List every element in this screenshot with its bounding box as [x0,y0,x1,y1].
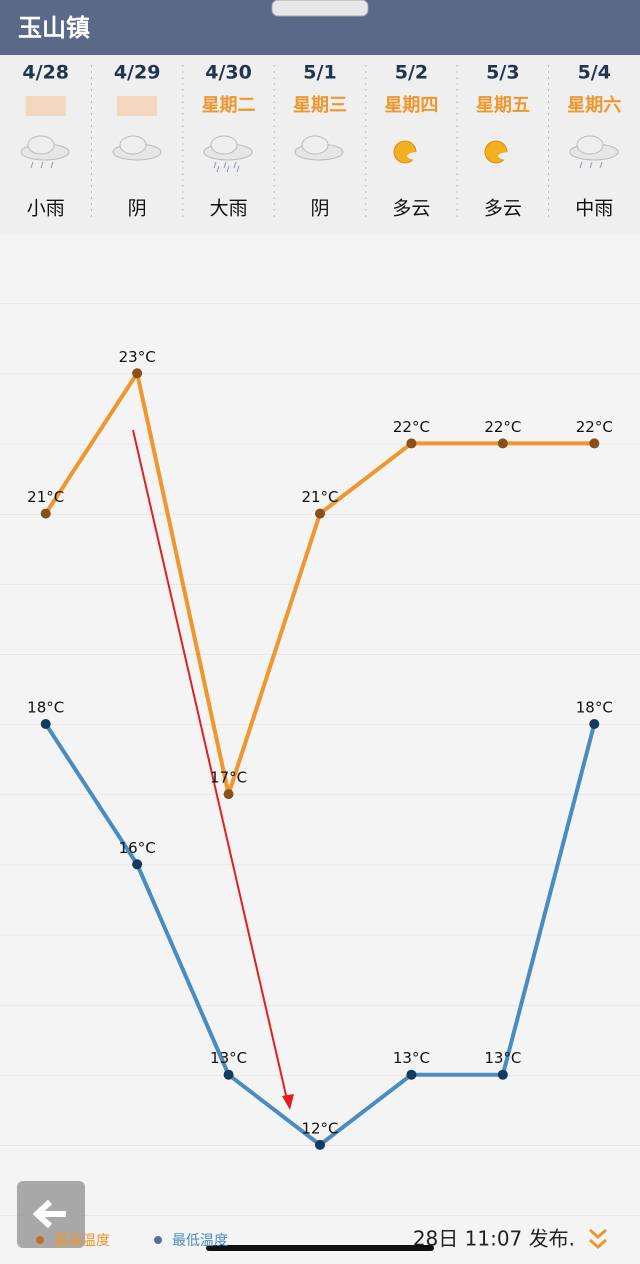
date: 4/29 [114,62,161,84]
condition: 多云 [484,198,522,220]
temp-label: 16°C [119,839,156,857]
date: 5/4 [578,62,611,84]
temp-label: 13°C [393,1049,430,1067]
publish-time: 28日 11:07 发布. [413,1227,575,1251]
temp-label: 21°C [27,488,64,506]
legend-label: 最高温度 [54,1232,110,1249]
expand-chevron[interactable] [589,1228,607,1249]
weekday: 星期五 [476,95,530,116]
chart: 21°C 23°C 17°C 21°C 22°C 22°C 22°C 18°C 16°C 13°C… [27,348,613,1150]
blurred-weekday [25,96,66,116]
temp-point [406,438,417,449]
weekday: 星期四 [384,95,438,116]
temp-label: 13°C [210,1049,247,1067]
condition: 小雨 [27,198,65,220]
weekday: 星期二 [202,95,256,116]
city-title: 玉山镇 [18,14,90,42]
legend-label: 最低温度 [172,1233,228,1249]
date: 5/2 [395,62,428,84]
legend-dot [36,1236,44,1244]
condition: 阴 [310,198,329,220]
temp-point [315,508,325,519]
temp-label: 22°C [576,418,613,436]
temp-label: 18°C [27,699,64,717]
condition: 中雨 [575,198,613,220]
weekday: 星期三 [293,95,347,116]
temp-point [406,1069,417,1080]
temp-point [589,719,600,729]
temp-point [497,438,508,449]
annotation-arrow [132,429,289,1105]
condition: 阴 [128,198,147,220]
temp-label: 23°C [119,348,156,366]
temp-label: 22°C [393,418,430,436]
date: 4/28 [22,62,69,84]
temp-point [589,438,600,449]
condition: 多云 [392,198,430,220]
blurred-weekday [117,96,158,116]
temp-label: 17°C [210,769,247,787]
temp-label: 12°C [301,1119,338,1137]
temp-point [40,719,51,729]
temp-point [40,508,51,519]
date: 4/30 [205,62,252,84]
date: 5/3 [486,62,519,84]
back-arrow [32,1199,66,1229]
legend-dot [154,1236,162,1244]
condition: 大雨 [210,198,248,220]
home-indicator [206,1245,434,1251]
temp-point [223,1069,234,1080]
temp-point [315,1139,325,1150]
arrow-head [282,1094,294,1110]
weekday: 星期六 [567,94,621,116]
temp-point [132,859,143,870]
temp-point [132,368,143,379]
date: 5/1 [303,62,336,84]
temp-point [497,1069,508,1080]
temp-label: 21°C [301,488,338,506]
temp-label: 13°C [484,1049,521,1067]
temp-label: 22°C [484,418,521,436]
temp-point [223,789,234,800]
pull-handle[interactable] [271,0,369,17]
temp-label: 18°C [576,699,613,717]
